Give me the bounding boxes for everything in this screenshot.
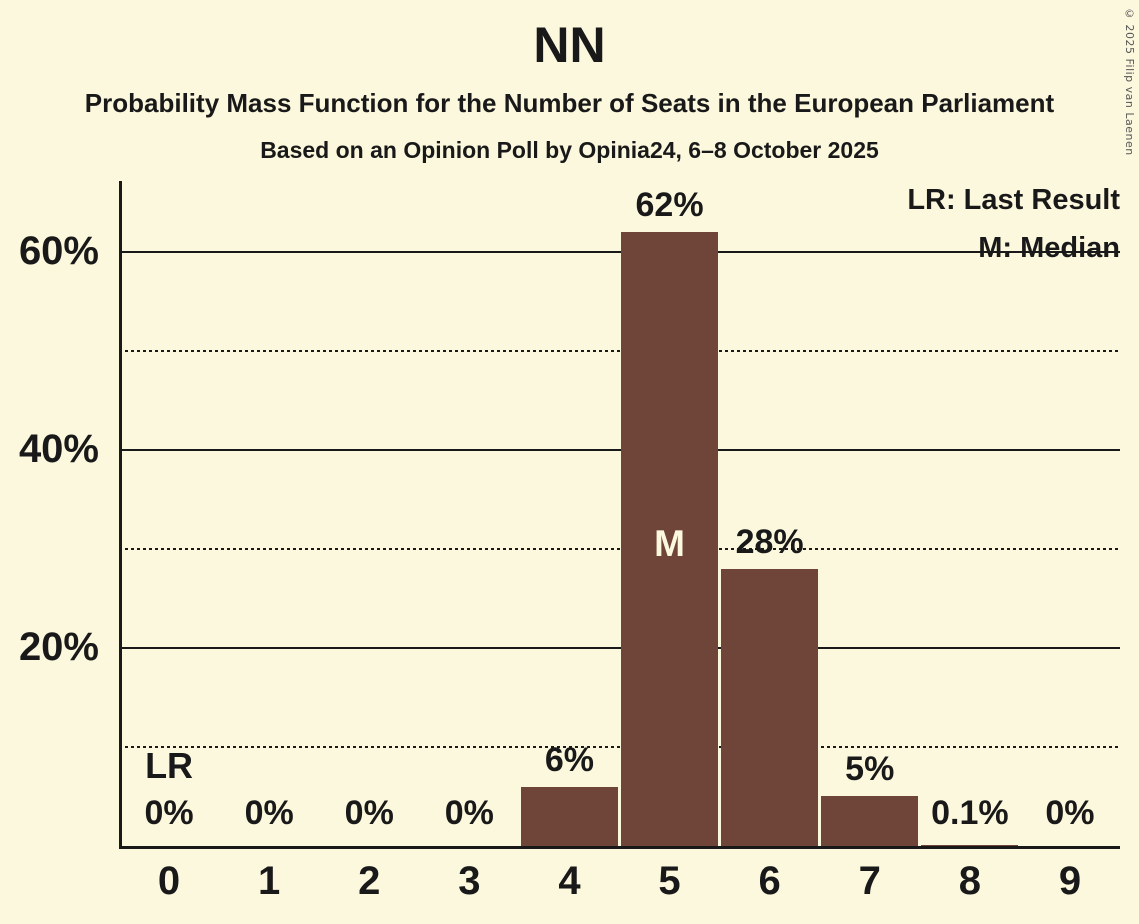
bar-value-label-8: 0.1%	[931, 794, 1009, 832]
x-axis-tick-0: 0	[157, 859, 181, 903]
bar-value-label-9: 0%	[1045, 794, 1095, 832]
gridline-dotted-10	[119, 746, 1120, 748]
chart-subtitle: Probability Mass Function for the Number…	[84, 88, 1055, 118]
bar-value-label-3: 0%	[444, 794, 494, 832]
chart-title: NN	[533, 17, 606, 73]
y-axis-label-60: 60%	[18, 229, 99, 273]
chart-poll-source: Based on an Opinion Poll by Opinia24, 6–…	[260, 137, 879, 163]
bar-value-label-2: 0%	[344, 794, 394, 832]
x-axis-tick-7: 7	[858, 859, 881, 903]
bar-seats-4	[520, 787, 618, 846]
x-axis-tick-2: 2	[358, 859, 381, 903]
last-result-marker: LR	[145, 745, 194, 786]
legend-median: M: Median	[978, 232, 1120, 264]
y-axis-label-20: 20%	[18, 625, 99, 669]
x-axis-tick-6: 6	[758, 859, 781, 903]
bar-seats-5	[621, 232, 719, 846]
bar-value-label-6: 28%	[735, 523, 804, 561]
y-axis-line	[119, 181, 122, 849]
x-axis-tick-3: 3	[458, 859, 481, 903]
x-axis-tick-9: 9	[1058, 859, 1082, 903]
bar-value-label-0: 0%	[144, 794, 194, 832]
copyright-notice: © 2025 Filip van Laenen	[1123, 7, 1136, 156]
median-marker: M	[654, 523, 685, 565]
bar-seats-8	[921, 845, 1019, 846]
gridline-solid-60	[119, 251, 1120, 253]
gridline-dotted-30	[119, 548, 1120, 550]
gridline-solid-20	[119, 647, 1120, 649]
bar-seats-6	[721, 569, 819, 846]
legend-last-result: LR: Last Result	[907, 184, 1120, 216]
gridline-dotted-50	[119, 350, 1120, 352]
bar-value-label-1: 0%	[244, 794, 294, 832]
gridline-solid-40	[119, 449, 1120, 451]
bar-value-label-5: 62%	[635, 186, 704, 224]
x-axis-tick-4: 4	[558, 859, 581, 903]
bar-value-label-4: 6%	[544, 741, 594, 779]
bar-value-label-7: 5%	[845, 750, 895, 788]
plot-area: 0% 0% 0% 0% 6% 62% 28% 5% 0.1% 0% LR M	[119, 181, 1120, 849]
bar-seats-7	[821, 796, 919, 846]
x-axis-line	[119, 846, 1120, 849]
y-axis-label-40: 40%	[18, 427, 99, 471]
x-axis-tick-8: 8	[958, 859, 981, 903]
x-axis-tick-1: 1	[258, 859, 281, 903]
x-axis-tick-5: 5	[658, 859, 681, 903]
